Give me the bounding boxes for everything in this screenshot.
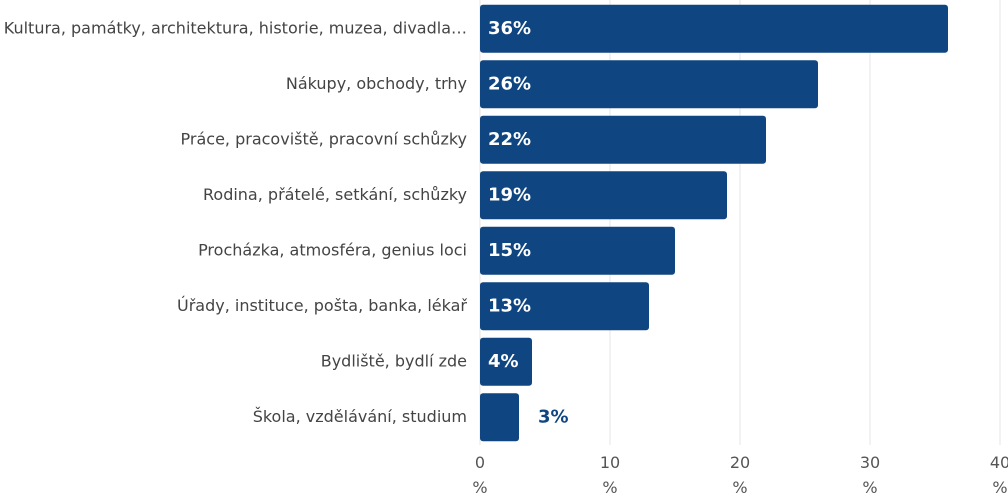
y-tick-label: Nákupy, obchody, trhy (286, 74, 467, 93)
value-label: 13% (488, 295, 531, 316)
x-tick-label: 30 % (859, 453, 881, 493)
y-tick-label: Práce, pracoviště, pracovní schůzky (181, 129, 467, 148)
bar (480, 282, 649, 331)
value-label: 26% (488, 73, 531, 94)
y-tick-label: Úřady, instituce, pošta, banka, lékař (177, 296, 467, 315)
y-tick-label: Kultura, památky, architektura, historie… (4, 18, 467, 37)
value-label: 22% (488, 129, 531, 150)
bar (480, 226, 675, 275)
y-tick-label: Škola, vzdělávání, studium (253, 407, 467, 426)
value-label: 3% (538, 406, 569, 427)
bar (480, 60, 818, 109)
bar (480, 115, 766, 164)
y-tick-label: Bydliště, bydlí zde (321, 351, 467, 370)
bar (480, 171, 727, 220)
value-label: 15% (488, 240, 531, 261)
y-tick-label: Rodina, přátelé, setkání, schůzky (203, 185, 467, 204)
y-tick-label: Procházka, atmosféra, genius loci (198, 240, 467, 259)
x-tick-label: 20 % (729, 453, 751, 493)
bar (480, 393, 519, 442)
x-tick-label: 0 % (472, 453, 488, 493)
x-tick-label: 10 % (599, 453, 621, 493)
value-label: 36% (488, 18, 531, 39)
x-tick-label: 40 % (989, 453, 1008, 493)
value-label: 4% (488, 351, 519, 372)
value-label: 19% (488, 184, 531, 205)
bar (480, 4, 948, 53)
bar (480, 337, 532, 386)
